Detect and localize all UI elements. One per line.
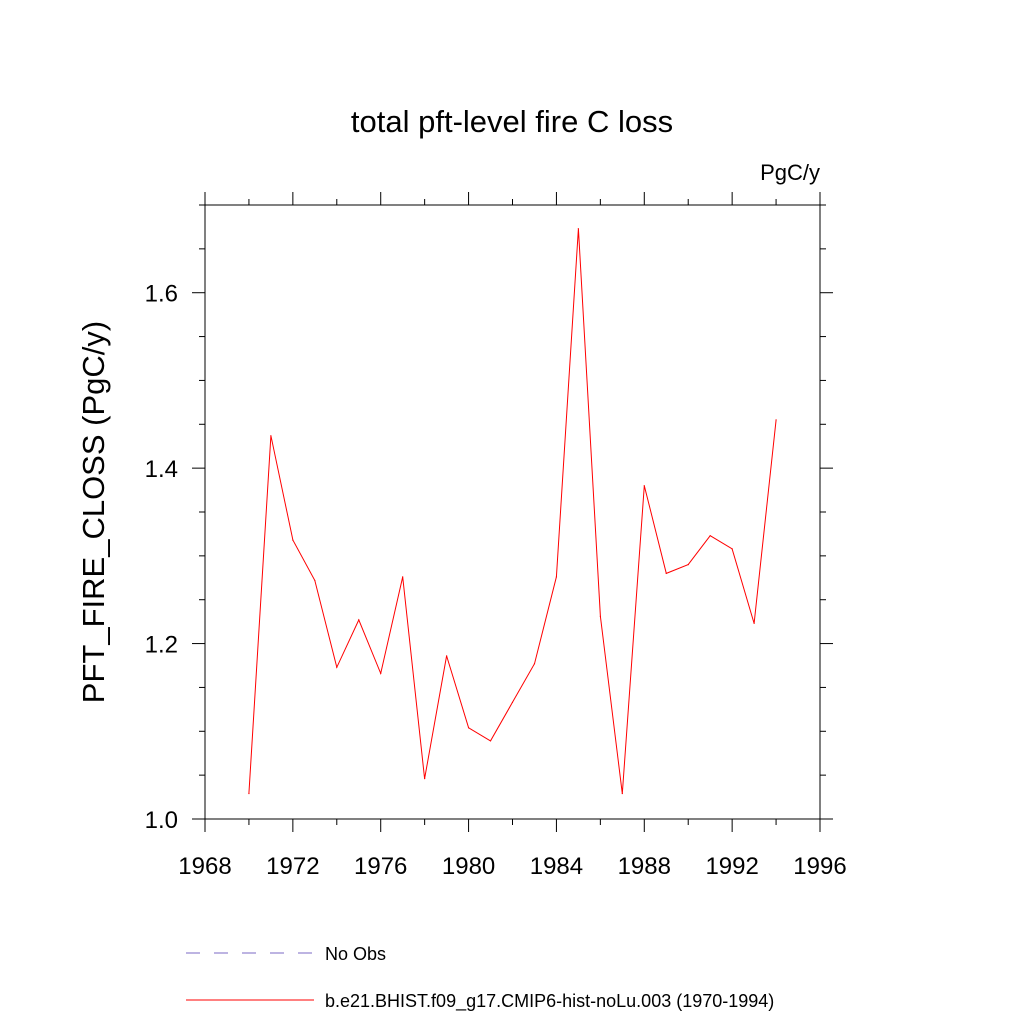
x-tick-label: 1996 (793, 853, 846, 880)
data-point (731, 548, 733, 550)
x-tick-label: 1992 (705, 853, 758, 880)
x-tick-label: 1980 (442, 853, 495, 880)
chart-title: total pft-level fire C loss (351, 104, 673, 139)
y-tick-label: 1.0 (145, 807, 178, 834)
data-point (753, 622, 755, 624)
data-point (446, 655, 448, 657)
plot-frame (204, 204, 821, 820)
data-point (292, 539, 294, 541)
legend: No Obs b.e21.BHIST.f09_g17.CMIP6-hist-noL… (186, 944, 774, 1012)
series-group (248, 228, 777, 795)
x-tick-labels: 1968 1972 1976 1980 1984 1988 1992 1996 (178, 853, 846, 880)
axis-ticks (192, 192, 833, 832)
y-tick-label: 1.2 (145, 632, 178, 659)
legend-label: b.e21.BHIST.f09_g17.CMIP6-hist-noLu.003 … (325, 991, 774, 1012)
data-point (599, 615, 601, 617)
x-tick-label: 1972 (266, 853, 319, 880)
data-point (270, 435, 272, 437)
data-point (358, 619, 360, 621)
data-point (709, 535, 711, 537)
data-point (248, 792, 250, 795)
y-tick-label: 1.4 (145, 456, 178, 483)
data-point (775, 419, 777, 421)
units-label: PgC/y (760, 160, 820, 185)
data-point (489, 740, 492, 742)
series-line (248, 228, 777, 794)
x-tick-label: 1976 (354, 853, 407, 880)
data-point (336, 666, 338, 668)
data-point (577, 228, 579, 230)
x-tick-label: 1988 (618, 853, 671, 880)
data-point (533, 663, 536, 665)
data-point (424, 778, 426, 780)
legend-label: No Obs (325, 944, 386, 964)
data-point (402, 576, 404, 578)
data-point (511, 701, 514, 703)
data-point (665, 572, 667, 575)
data-point (555, 576, 558, 578)
y-tick-label: 1.6 (145, 281, 178, 308)
data-point (687, 564, 689, 566)
data-point (314, 579, 316, 582)
data-point (621, 792, 623, 795)
data-point (467, 727, 470, 729)
data-point (380, 672, 382, 674)
data-point (643, 485, 645, 487)
x-tick-label: 1984 (530, 853, 583, 880)
y-axis-label: PFT_FIRE_CLOSS (PgC/y) (76, 321, 111, 703)
y-tick-labels: 1.0 1.2 1.4 1.6 (145, 281, 178, 834)
x-tick-label: 1968 (178, 853, 231, 880)
